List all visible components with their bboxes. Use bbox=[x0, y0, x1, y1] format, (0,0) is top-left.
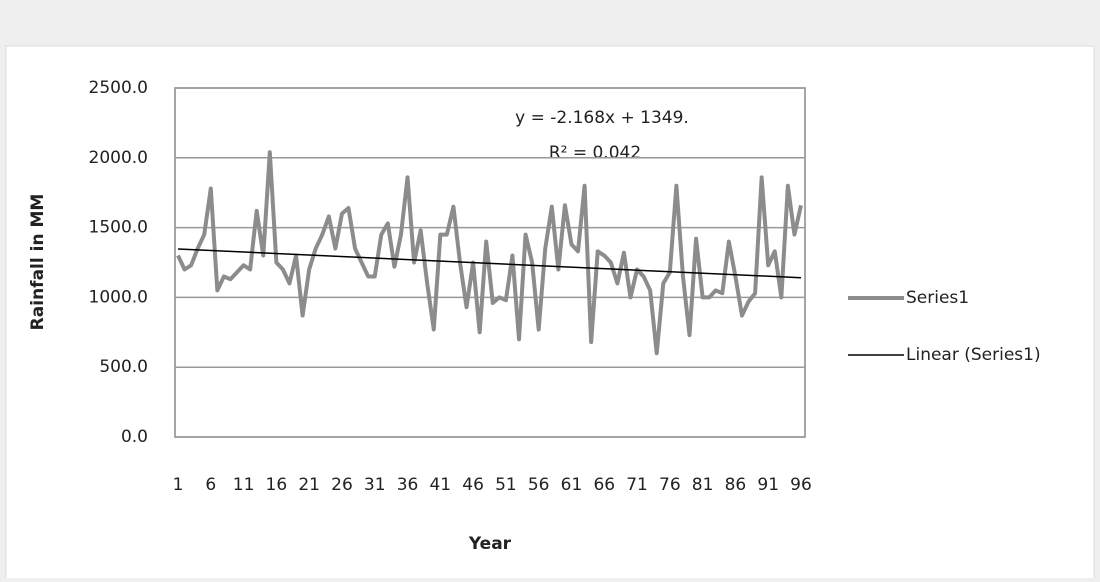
y-tick-label: 1000.0 bbox=[89, 287, 148, 307]
x-tick-label: 91 bbox=[757, 475, 779, 495]
legend-label: Linear (Series1) bbox=[906, 345, 1041, 365]
x-tick-label: 31 bbox=[364, 475, 386, 495]
y-tick-label: 500.0 bbox=[99, 357, 148, 377]
y-tick-label: 1500.0 bbox=[89, 218, 148, 238]
y-axis-label: Rainfall in MM bbox=[28, 194, 48, 331]
x-tick-label: 66 bbox=[593, 475, 615, 495]
x-tick-label: 56 bbox=[528, 475, 550, 495]
x-tick-label: 61 bbox=[561, 475, 583, 495]
trend-equation: y = -2.168x + 1349. bbox=[515, 108, 689, 128]
x-tick-label: 16 bbox=[266, 475, 288, 495]
panel bbox=[5, 45, 1095, 582]
trend-line bbox=[177, 248, 802, 279]
x-tick-label: 71 bbox=[626, 475, 648, 495]
x-tick-label: 51 bbox=[495, 475, 517, 495]
x-tick-label: 41 bbox=[429, 475, 451, 495]
x-tick-label: 26 bbox=[331, 475, 353, 495]
x-axis-label: Year bbox=[468, 534, 512, 554]
x-tick-label: 11 bbox=[233, 475, 255, 495]
legend-label: Series1 bbox=[906, 288, 969, 308]
y-tick-label: 2000.0 bbox=[89, 148, 148, 168]
x-tick-label: 36 bbox=[397, 475, 419, 495]
x-tick-label: 1 bbox=[173, 475, 184, 495]
x-tick-label: 76 bbox=[659, 475, 681, 495]
y-tick-label: 0.0 bbox=[121, 427, 148, 447]
x-tick-label: 96 bbox=[790, 475, 812, 495]
x-tick-label: 46 bbox=[462, 475, 484, 495]
series-line bbox=[176, 150, 803, 356]
x-tick-label: 81 bbox=[692, 475, 714, 495]
y-tick-label: 2500.0 bbox=[89, 78, 148, 98]
trend-r-squared: R² = 0.042 bbox=[549, 143, 641, 163]
x-tick-label: 6 bbox=[205, 475, 216, 495]
x-tick-label: 86 bbox=[725, 475, 747, 495]
x-tick-label: 21 bbox=[298, 475, 320, 495]
